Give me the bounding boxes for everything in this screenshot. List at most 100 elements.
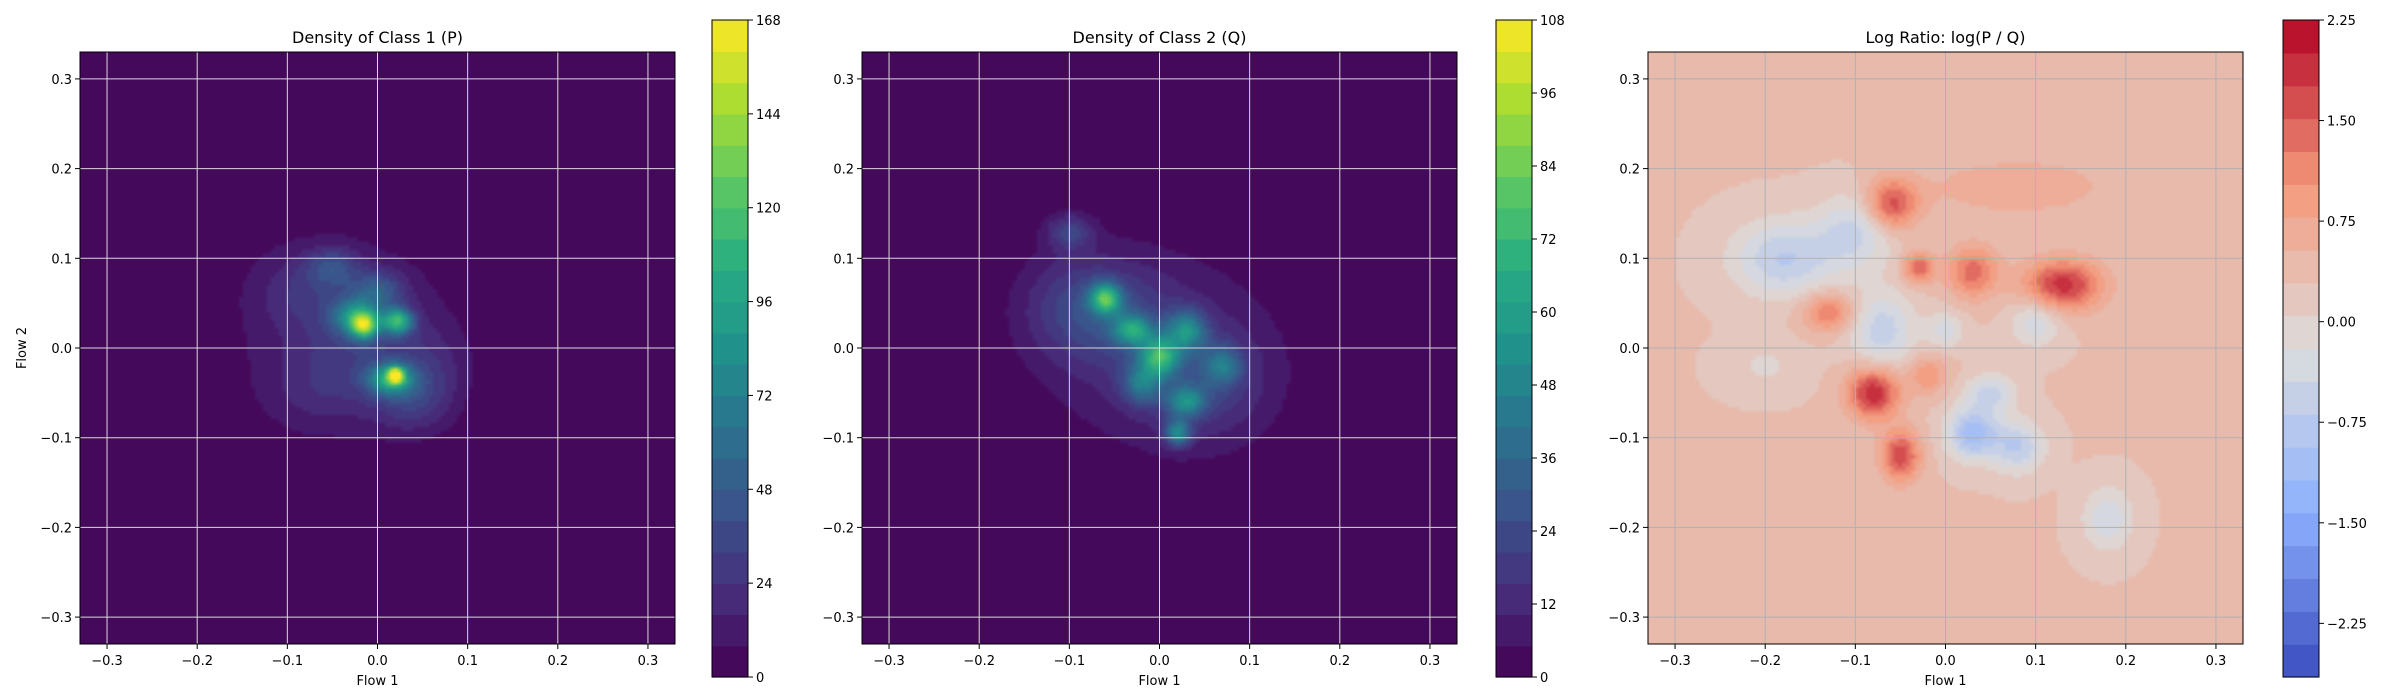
chart-title: Density of Class 2 (Q) [1073, 28, 1247, 47]
colorbar-segment [2283, 348, 2319, 382]
colorbar-tick-label: −0.75 [2327, 416, 2367, 431]
y-tick-label: −0.1 [1608, 432, 1640, 447]
colorbar-segment [712, 176, 748, 209]
colorbar-segment [1496, 145, 1532, 178]
colorbar-segment [712, 207, 748, 240]
colorbar-tick-label: 48 [1540, 379, 1557, 394]
y-tick-label: 0.3 [833, 73, 854, 88]
y-tick-label: 0.0 [51, 342, 72, 357]
x-tick-label: −0.3 [1659, 654, 1691, 669]
panel-3: −0.3 −0.2 −0.1 0.0 0.1 0.2 0.3−0.3−0.2−0.10.00… [1608, 14, 2366, 689]
chart-title: Log Ratio: log(P / Q) [1866, 28, 2026, 47]
x-tick-label: −0.1 [1840, 654, 1872, 669]
y-tick-label: 0.0 [833, 342, 854, 357]
x-axis-label: Flow 1 [1924, 674, 1966, 689]
x-tick-label: 0.3 [638, 654, 659, 669]
colorbar-segment [712, 489, 748, 522]
x-tick-label: 0.2 [1329, 654, 1350, 669]
panel-1: −0.3 −0.2 −0.1 0.0 0.1 0.2 0.3 −0.3 −0.2 −0.1 0.0 0… [15, 14, 781, 689]
colorbar-segment [712, 395, 748, 428]
colorbar-segment [2283, 249, 2319, 284]
colorbar-segment [1496, 270, 1532, 303]
colorbar-tick-label: 0 [1540, 671, 1548, 686]
colorbar-segment [712, 301, 748, 334]
y-tick-label: 0.2 [833, 163, 854, 178]
colorbar-segment [1496, 583, 1532, 616]
colorbar-tick-label: 36 [1540, 452, 1557, 467]
y-tick-label: 0.0 [1619, 342, 1640, 357]
colorbar-segment [1496, 332, 1532, 365]
colorbar-tick-label: 12 [1540, 598, 1557, 613]
colorbar-segment [2283, 151, 2319, 185]
colorbar: 0 24 48 72 96 120 144 168 [711, 14, 781, 686]
colorbar-tick-label: 84 [1540, 160, 1557, 175]
colorbar-segment [1496, 426, 1532, 459]
y-tick-label: 0.3 [1619, 73, 1640, 88]
x-axis-label: Flow 1 [356, 674, 398, 689]
colorbar-tick-label: 2.25 [2327, 14, 2356, 29]
colorbar-tick-label: 1.50 [2327, 115, 2356, 130]
colorbar-tick-label: 120 [756, 202, 781, 217]
x-tick-label: 0.2 [2115, 654, 2136, 669]
y-tick-label: −0.2 [40, 521, 72, 536]
colorbar-segment [2283, 479, 2319, 514]
y-tick-label: 0.2 [1619, 163, 1640, 178]
x-tick-label: 0.1 [457, 654, 478, 669]
colorbar-segment [712, 51, 748, 84]
colorbar-segment [712, 645, 748, 678]
colorbar-segment [712, 239, 748, 271]
y-tick-label: −0.2 [1608, 521, 1640, 536]
x-tick-label: −0.1 [272, 654, 304, 669]
colorbar-segment [2283, 414, 2319, 448]
colorbar-tick-label: −2.25 [2327, 617, 2367, 632]
y-tick-label: 0.1 [1619, 252, 1640, 267]
x-tick-label: −0.1 [1054, 654, 1086, 669]
colorbar-frame [711, 19, 749, 678]
colorbar-segment [712, 614, 748, 647]
y-tick-label: −0.2 [822, 521, 854, 536]
colorbar-frame [1495, 19, 1533, 678]
colorbar-segment [2283, 184, 2319, 218]
colorbar-segment [2283, 545, 2319, 580]
colorbar: 0 12 24 36 48 60 72 84 96 108 [1495, 14, 1565, 686]
colorbar-segment [2283, 512, 2319, 547]
colorbar-tick-label: 0.75 [2327, 215, 2356, 230]
panel-2: −0.3 −0.2 −0.1 0.0 0.1 0.2 0.3 −0.3 −0.2 −0.1 0.0 0… [822, 14, 1564, 689]
colorbar-segment [2283, 20, 2319, 54]
y-tick-label: −0.1 [822, 432, 854, 447]
colorbar-segment [712, 145, 748, 178]
colorbar-tick-label: 72 [756, 389, 773, 404]
y-tick-label: −0.1 [40, 432, 72, 447]
colorbar-segment [2283, 118, 2319, 152]
y-tick-label: −0.3 [822, 611, 854, 626]
x-tick-label: 0.1 [1239, 654, 1260, 669]
x-tick-label: 0.0 [1149, 654, 1170, 669]
colorbar-tick-label: 96 [1540, 87, 1557, 102]
colorbar-tick-label: −1.50 [2327, 517, 2367, 532]
colorbar-segment [1496, 20, 1532, 52]
colorbar-segment [1496, 207, 1532, 240]
colorbar-segment [1496, 645, 1532, 678]
colorbar-segment [712, 583, 748, 616]
colorbar-tick-label: 60 [1540, 306, 1557, 321]
y-tick-label: −0.3 [1608, 611, 1640, 626]
x-tick-label: −0.3 [91, 654, 123, 669]
y-tick-label: 0.2 [51, 163, 72, 178]
colorbar-segment [2283, 217, 2319, 251]
colorbar-segment [2283, 611, 2319, 645]
colorbar-segment [1496, 551, 1532, 584]
x-tick-label: 0.0 [367, 654, 388, 669]
x-tick-label: 0.3 [1420, 654, 1441, 669]
y-tick-label: 0.3 [51, 73, 72, 88]
colorbar-segment [1496, 395, 1532, 428]
colorbar-segment [2283, 447, 2319, 481]
y-tick-label: 0.1 [833, 252, 854, 267]
colorbar-segment [2283, 578, 2319, 612]
x-tick-label: −0.2 [1749, 654, 1781, 669]
colorbar-tick-label: 0 [756, 671, 764, 686]
x-tick-label: 0.1 [2025, 654, 2046, 669]
colorbar-segment [1496, 113, 1532, 146]
colorbar-segment [2283, 381, 2319, 415]
x-tick-label: −0.3 [873, 654, 905, 669]
colorbar-segment [1496, 364, 1532, 397]
